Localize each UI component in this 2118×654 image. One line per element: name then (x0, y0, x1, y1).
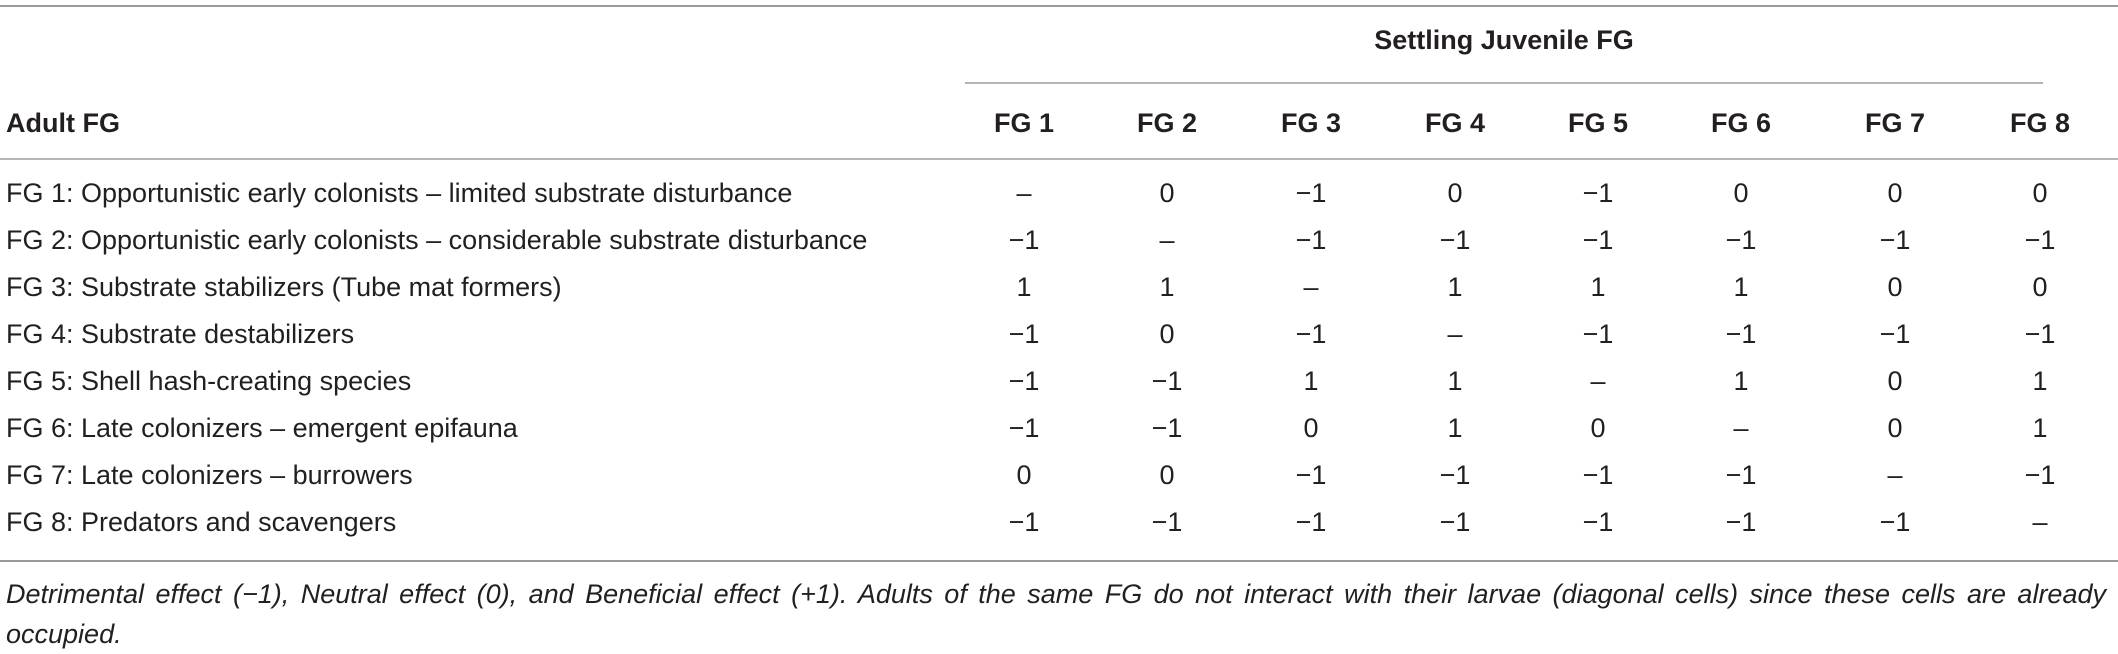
table-cell: 0 (1303, 413, 1319, 443)
table-row: FG 1: Opportunistic early colonists – li… (0, 170, 2118, 217)
table-row: FG 3: Substrate stabilizers (Tube mat fo… (0, 264, 2118, 311)
table-cell: 0 (1159, 178, 1175, 208)
table-cell: 0 (1016, 460, 1032, 490)
bottom-rule (0, 560, 2118, 562)
table-cell: 0 (1887, 413, 1903, 443)
table-row: FG 4: Substrate destabilizers −1 0 −1 – … (0, 311, 2118, 358)
row-label: FG 6: Late colonizers – emergent epifaun… (6, 413, 518, 443)
row-label: FG 2: Opportunistic early colonists – co… (6, 225, 868, 255)
table-cell: −1 (2024, 319, 2056, 349)
row-label: FG 5: Shell hash-creating species (6, 366, 412, 396)
table-cell: 1 (1303, 366, 1319, 396)
column-header-fg2: FG 2 (1136, 108, 1197, 138)
table-cell: 0 (2032, 272, 2048, 302)
table-row: FG 8: Predators and scavengers −1 −1 −1 … (0, 499, 2118, 546)
table-cell: −1 (1295, 178, 1327, 208)
table-cell: 1 (1733, 272, 1749, 302)
table-cell: 1 (1447, 413, 1463, 443)
table-row: FG 6: Late colonizers – emergent epifaun… (0, 405, 2118, 452)
table-cell: 0 (1159, 319, 1175, 349)
table-cell: −1 (1008, 225, 1040, 255)
table-cell: −1 (1582, 178, 1614, 208)
table-cell: 1 (1733, 366, 1749, 396)
column-header-fg5: FG 5 (1567, 108, 1628, 138)
table-cell: −1 (1008, 319, 1040, 349)
row-label: FG 4: Substrate destabilizers (6, 319, 355, 349)
table-cell: −1 (1725, 319, 1757, 349)
table-cell: −1 (1008, 413, 1040, 443)
table-cell: −1 (1151, 413, 1183, 443)
column-header-fg6: FG 6 (1710, 108, 1771, 138)
table-cell: – (1447, 319, 1463, 349)
table-cell: −1 (1582, 507, 1614, 537)
table-cell: 0 (1887, 178, 1903, 208)
table-cell: 1 (2032, 413, 2048, 443)
table-cell: −1 (1879, 225, 1911, 255)
row-label: FG 1: Opportunistic early colonists – li… (6, 178, 793, 208)
table-cell: −1 (1879, 319, 1911, 349)
table-cell: −1 (2024, 225, 2056, 255)
table-cell: 0 (1887, 366, 1903, 396)
table-cell: −1 (1725, 507, 1757, 537)
table-cell: 0 (1733, 178, 1749, 208)
table-cell: −1 (1295, 319, 1327, 349)
table-cell: 0 (1590, 413, 1606, 443)
table-cell: – (1303, 272, 1319, 302)
table-cell: −1 (1582, 319, 1614, 349)
row-label: FG 7: Late colonizers – burrowers (6, 460, 413, 490)
table-cell: −1 (1725, 225, 1757, 255)
row-label: FG 8: Predators and scavengers (6, 507, 397, 537)
table-cell: 1 (2032, 366, 2048, 396)
table-cell: −1 (1295, 507, 1327, 537)
table-cell: −1 (1151, 366, 1183, 396)
adult-fg-header: Adult FG (6, 108, 120, 138)
column-header-fg4: FG 4 (1424, 108, 1485, 138)
settling-juvenile-header: Settling Juvenile FG (1374, 25, 1634, 55)
span-header-rule (965, 82, 2043, 84)
table-cell: – (1159, 225, 1175, 255)
table-cell: – (1016, 178, 1032, 208)
table-cell: −1 (1879, 507, 1911, 537)
table-cell: −1 (1008, 366, 1040, 396)
table-cell: −1 (1439, 225, 1471, 255)
column-header-fg1: FG 1 (993, 108, 1054, 138)
row-label: FG 3: Substrate stabilizers (Tube mat fo… (6, 272, 562, 302)
table-row: FG 2: Opportunistic early colonists – co… (0, 217, 2118, 264)
table-cell: – (1733, 413, 1749, 443)
table-cell: −1 (1582, 225, 1614, 255)
table-row: FG 5: Shell hash-creating species −1 −1 … (0, 358, 2118, 405)
table-cell: −1 (1008, 507, 1040, 537)
table-cell: 0 (1447, 178, 1463, 208)
table-cell: – (1590, 366, 1606, 396)
header-rule (0, 158, 2118, 160)
table-cell: −1 (1725, 460, 1757, 490)
table-row: FG 7: Late colonizers – burrowers 0 0 −1… (0, 452, 2118, 499)
table-cell: 1 (1016, 272, 1032, 302)
table-cell: 1 (1447, 272, 1463, 302)
table-cell: 1 (1159, 272, 1175, 302)
table-cell: −1 (1295, 460, 1327, 490)
table-cell: – (1887, 460, 1903, 490)
top-rule (0, 5, 2118, 7)
column-header-fg7: FG 7 (1864, 108, 1925, 138)
table-cell: 1 (1590, 272, 1606, 302)
column-header-fg8: FG 8 (2009, 108, 2070, 138)
table-cell: −1 (1439, 460, 1471, 490)
table-cell: – (2032, 507, 2048, 537)
table-cell: 0 (2032, 178, 2048, 208)
table-cell: −1 (1582, 460, 1614, 490)
column-header-fg3: FG 3 (1280, 108, 1341, 138)
table-footnote: Detrimental effect (−1), Neutral effect … (6, 579, 2106, 649)
table-cell: 1 (1447, 366, 1463, 396)
table-cell: −1 (1295, 225, 1327, 255)
table-cell: −1 (2024, 460, 2056, 490)
table-cell: 0 (1159, 460, 1175, 490)
table-cell: −1 (1439, 507, 1471, 537)
table-cell: −1 (1151, 507, 1183, 537)
table-cell: 0 (1887, 272, 1903, 302)
